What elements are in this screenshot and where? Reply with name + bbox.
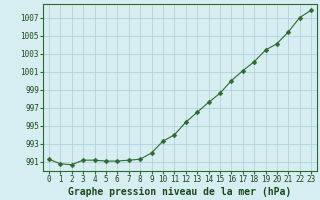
X-axis label: Graphe pression niveau de la mer (hPa): Graphe pression niveau de la mer (hPa) bbox=[68, 187, 292, 197]
